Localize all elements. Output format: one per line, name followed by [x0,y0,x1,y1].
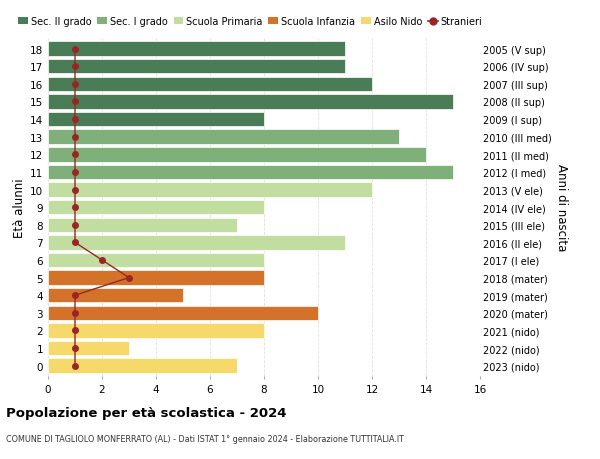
Bar [48,201,264,215]
Point [70,204,80,211]
Point [70,169,80,176]
Bar [48,306,318,320]
Point [70,81,80,89]
Bar [48,112,264,127]
Point [70,186,80,194]
Point [70,222,80,229]
Text: COMUNE DI TAGLIOLO MONFERRATO (AL) - Dati ISTAT 1° gennaio 2024 - Elaborazione T: COMUNE DI TAGLIOLO MONFERRATO (AL) - Dat… [6,434,404,443]
Point [124,274,134,282]
Bar [48,60,345,74]
Point [70,345,80,352]
Bar [48,288,183,303]
Y-axis label: Anni di nascita: Anni di nascita [555,164,568,251]
Bar [48,183,372,197]
Point [70,134,80,141]
Point [70,309,80,317]
Bar [48,130,399,145]
Bar [48,235,345,250]
Point [70,99,80,106]
Point [70,292,80,299]
Bar [48,42,345,57]
Bar [48,78,372,92]
Point [70,151,80,159]
Bar [48,324,264,338]
Point [70,63,80,71]
Bar [48,341,129,355]
Point [70,239,80,246]
Bar [48,165,453,180]
Point [70,116,80,123]
Point [97,257,107,264]
Bar [48,253,264,268]
Text: Popolazione per età scolastica - 2024: Popolazione per età scolastica - 2024 [6,406,287,419]
Bar [48,218,237,232]
Point [70,327,80,334]
Bar [48,148,426,162]
Point [70,362,80,369]
Bar [48,271,264,285]
Point [70,46,80,53]
Legend: Sec. II grado, Sec. I grado, Scuola Primaria, Scuola Infanzia, Asilo Nido, Stran: Sec. II grado, Sec. I grado, Scuola Prim… [19,17,482,27]
Bar [48,358,237,373]
Y-axis label: Età alunni: Età alunni [13,178,26,237]
Bar [48,95,453,110]
